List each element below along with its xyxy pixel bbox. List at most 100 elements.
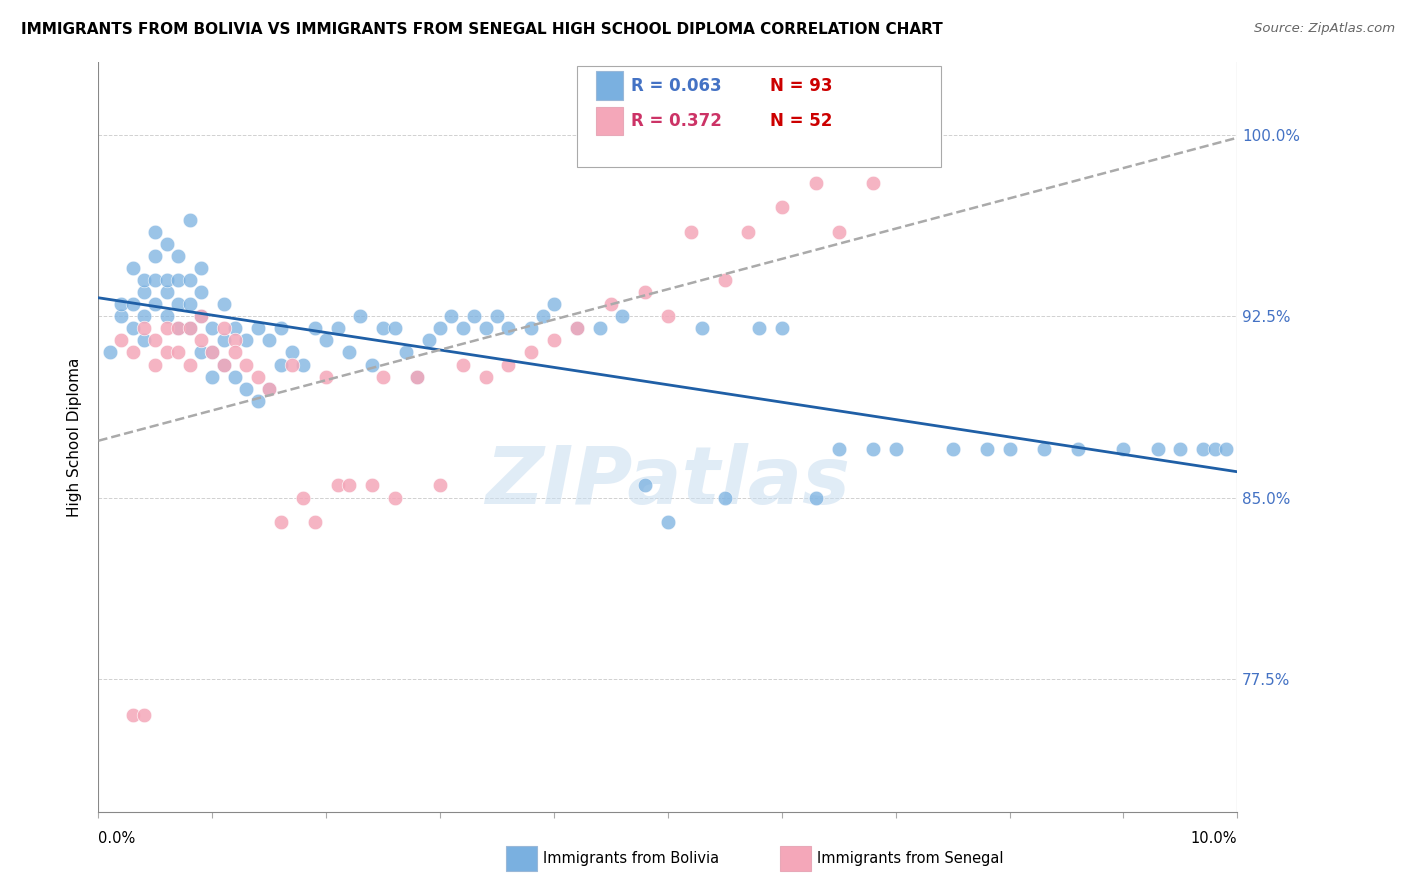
Point (145, 249, 167, 263)
Point (270, 321, 292, 335)
Point (634, 478, 657, 492)
Point (486, 310, 509, 324)
Point (463, 310, 485, 324)
Point (224, 334, 246, 348)
Point (634, 285, 657, 299)
Point (418, 334, 440, 348)
Point (132, 273, 155, 287)
Point (212, 334, 235, 348)
Point (976, 442, 998, 457)
Point (543, 334, 565, 348)
Point (304, 515, 326, 529)
Point (167, 321, 190, 335)
Point (190, 334, 212, 348)
FancyBboxPatch shape (596, 71, 623, 100)
Point (235, 382, 257, 396)
Text: IMMIGRANTS FROM BOLIVIA VS IMMIGRANTS FROM SENEGAL HIGH SCHOOL DIPLOMA CORRELATI: IMMIGRANTS FROM BOLIVIA VS IMMIGRANTS FR… (21, 22, 943, 37)
Point (737, 225, 759, 239)
Point (246, 321, 269, 335)
Point (167, 249, 190, 263)
Point (235, 358, 257, 372)
Text: 0.0%: 0.0% (98, 831, 135, 846)
Point (156, 345, 179, 359)
Point (395, 345, 418, 359)
Point (440, 310, 463, 324)
Point (235, 334, 257, 348)
Point (304, 321, 326, 335)
Point (110, 334, 132, 348)
Point (565, 321, 588, 335)
Point (907, 152, 929, 166)
Point (246, 393, 269, 408)
Point (588, 321, 610, 335)
Point (179, 212, 201, 227)
Point (190, 310, 212, 324)
Point (201, 345, 224, 359)
Text: R = 0.063: R = 0.063 (631, 77, 723, 95)
Point (326, 478, 349, 492)
Point (121, 297, 143, 311)
Point (429, 478, 451, 492)
Point (337, 345, 360, 359)
Point (406, 369, 429, 384)
Point (1192, 442, 1215, 457)
Point (281, 358, 304, 372)
Point (657, 515, 679, 529)
Point (828, 442, 851, 457)
Point (679, 225, 702, 239)
Point (212, 358, 235, 372)
Point (1032, 442, 1054, 457)
Point (121, 321, 143, 335)
Point (145, 225, 167, 239)
Point (498, 358, 520, 372)
Point (565, 321, 588, 335)
Point (259, 382, 281, 396)
Text: R = 0.372: R = 0.372 (631, 112, 723, 130)
Point (520, 321, 543, 335)
Point (121, 345, 143, 359)
Point (145, 273, 167, 287)
Point (212, 358, 235, 372)
Point (360, 358, 382, 372)
Point (690, 321, 713, 335)
Point (1146, 442, 1168, 457)
Point (862, 442, 884, 457)
Point (531, 310, 554, 324)
Point (474, 369, 496, 384)
Point (1215, 442, 1237, 457)
Point (770, 321, 793, 335)
Point (600, 297, 623, 311)
Point (121, 260, 143, 275)
Point (349, 310, 371, 324)
Point (190, 260, 212, 275)
Y-axis label: High School Diploma: High School Diploma (67, 358, 83, 516)
Point (132, 708, 155, 723)
Point (373, 321, 395, 335)
Text: 10.0%: 10.0% (1191, 831, 1237, 846)
Point (942, 442, 965, 457)
Point (384, 491, 406, 505)
Point (748, 321, 770, 335)
Point (451, 358, 474, 372)
Point (98, 345, 121, 359)
Point (270, 358, 292, 372)
Point (201, 345, 224, 359)
Point (657, 310, 679, 324)
Text: N = 93: N = 93 (770, 77, 832, 95)
Point (998, 442, 1021, 457)
Point (326, 321, 349, 335)
Point (179, 321, 201, 335)
Point (167, 297, 190, 311)
Point (224, 345, 246, 359)
Point (270, 515, 292, 529)
Point (1112, 442, 1135, 457)
Point (201, 321, 224, 335)
Text: Source: ZipAtlas.com: Source: ZipAtlas.com (1254, 22, 1395, 36)
Point (406, 369, 429, 384)
Text: Immigrants from Senegal: Immigrants from Senegal (817, 852, 1004, 866)
Point (520, 345, 543, 359)
Point (212, 321, 235, 335)
Point (259, 382, 281, 396)
Point (804, 491, 827, 505)
Point (292, 358, 315, 372)
